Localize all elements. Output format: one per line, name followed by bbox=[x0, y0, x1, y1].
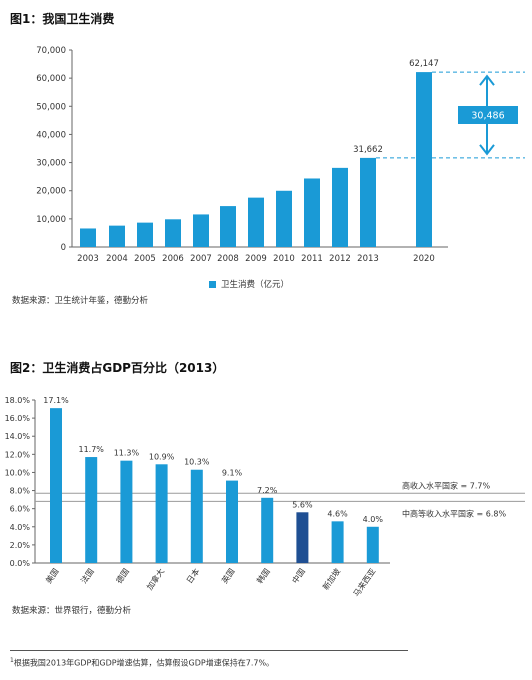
value-label-法国: 11.7% bbox=[78, 445, 104, 454]
value-label-英国: 9.1% bbox=[222, 469, 243, 478]
value-label-新加坡: 4.6% bbox=[327, 509, 348, 518]
y-tick-label: 10.0% bbox=[5, 468, 31, 477]
x-tick-label: 美国 bbox=[43, 566, 60, 585]
legend-label: 卫生消费（亿元） bbox=[221, 280, 290, 290]
y-tick-label: 50,000 bbox=[36, 102, 66, 112]
x-tick-label: 2011 bbox=[301, 254, 323, 264]
difference-arrow-up bbox=[479, 74, 495, 86]
x-tick-label: 2004 bbox=[106, 254, 128, 264]
y-tick-label: 0 bbox=[61, 243, 66, 253]
bar-2007 bbox=[193, 214, 209, 247]
data-label-2020: 62,147 bbox=[409, 59, 439, 69]
x-tick-label: 2020 bbox=[413, 254, 435, 264]
y-tick-label: 10,000 bbox=[36, 215, 66, 225]
value-label-德国: 11.3% bbox=[114, 449, 140, 458]
bar-加拿大 bbox=[155, 464, 168, 563]
x-tick-label: 2005 bbox=[134, 254, 156, 264]
x-tick-label: 韩国 bbox=[254, 566, 271, 585]
bar-2012 bbox=[332, 167, 348, 247]
y-tick-label: 12.0% bbox=[5, 450, 31, 459]
chart-health-consumption: 0 10,000 20,000 30,000 40,000 50,000 60,000 70,… bbox=[36, 46, 525, 264]
x-tick-label: 2009 bbox=[245, 254, 267, 264]
y-tick-label: 40,000 bbox=[36, 130, 66, 140]
y-tick-label: 30,000 bbox=[36, 159, 66, 169]
x-tick-label: 2010 bbox=[273, 254, 295, 264]
x-tick-label: 2012 bbox=[329, 254, 351, 264]
data-label-2013: 31,662 bbox=[353, 145, 383, 155]
bar-2010 bbox=[276, 190, 292, 247]
bar-2004 bbox=[109, 225, 125, 247]
chart-health-gdp-share: 0.0% 2.0% 4.0% 6.0% 8.0% 10.0% 12.0% 14.0% 16.0%… bbox=[5, 396, 525, 598]
figure1-source: 数据来源：卫生统计年鉴，德勤分析 bbox=[12, 296, 149, 306]
value-label-马来西亚: 4.0% bbox=[363, 515, 384, 524]
bar-英国 bbox=[226, 480, 238, 563]
x-tick-label: 2007 bbox=[190, 254, 212, 264]
bar-2009 bbox=[248, 197, 264, 247]
difference-label-box bbox=[458, 105, 518, 124]
value-label-加拿大: 10.9% bbox=[149, 452, 175, 461]
bar-新加坡 bbox=[331, 521, 344, 563]
bar-2005 bbox=[137, 222, 153, 247]
x-tick-label: 2006 bbox=[162, 254, 184, 264]
value-label-日本: 10.3% bbox=[184, 458, 210, 467]
bar-日本 bbox=[190, 469, 203, 563]
value-label-韩国: 7.2% bbox=[257, 486, 278, 495]
x-tick-label: 新加坡 bbox=[320, 566, 342, 591]
footnote-divider bbox=[10, 650, 408, 651]
bar-2003 bbox=[80, 228, 96, 247]
bar-马来西亚 bbox=[366, 526, 379, 563]
y-tick-label: 60,000 bbox=[36, 74, 66, 84]
x-tick-label: 2013 bbox=[357, 254, 379, 264]
difference-label: 30,486 bbox=[471, 110, 504, 121]
y-tick-label: 4.0% bbox=[10, 523, 31, 532]
bar-2013 bbox=[360, 157, 376, 247]
x-tick-label: 德国 bbox=[114, 566, 131, 585]
value-label-美国: 17.1% bbox=[43, 396, 69, 405]
y-tick-label: 16.0% bbox=[5, 414, 31, 423]
figure2-title: 图2：卫生消费占GDP百分比（2013） bbox=[10, 361, 225, 375]
bar-韩国 bbox=[261, 497, 274, 563]
y-tick-label: 8.0% bbox=[10, 487, 31, 496]
bar-法国 bbox=[85, 457, 98, 563]
bar-2006 bbox=[165, 219, 181, 247]
bar-2008 bbox=[220, 206, 236, 247]
reference-line-label-0: 高收入水平国家 = 7.7% bbox=[402, 480, 491, 490]
bar-德国 bbox=[120, 460, 133, 563]
y-tick-label: 18.0% bbox=[5, 396, 31, 405]
y-tick-label: 70,000 bbox=[36, 46, 66, 56]
x-tick-label: 加拿大 bbox=[144, 566, 166, 591]
bar-美国 bbox=[50, 408, 62, 563]
y-tick-label: 0.0% bbox=[10, 559, 31, 568]
footnote-text: 根据我国2013年GDP和GDP增速估算，估算假设GDP增速保持在7.7%。 bbox=[13, 658, 275, 668]
x-tick-label: 法国 bbox=[78, 566, 95, 585]
difference-arrow-down bbox=[479, 144, 495, 156]
y-tick-label: 2.0% bbox=[10, 541, 31, 550]
x-tick-label: 日本 bbox=[184, 566, 201, 585]
footnote-mark: 1 bbox=[10, 657, 14, 664]
bar-2020 bbox=[416, 72, 432, 247]
legend-swatch bbox=[209, 280, 216, 288]
y-tick-label: 14.0% bbox=[5, 432, 31, 441]
value-label-中国: 5.6% bbox=[292, 500, 313, 509]
footnote: 1根据我国2013年GDP和GDP增速估算，估算假设GDP增速保持在7.7%。 bbox=[10, 657, 274, 669]
figure2-source: 数据来源：世界银行，德勤分析 bbox=[12, 606, 132, 616]
x-tick-label: 英国 bbox=[219, 566, 236, 585]
x-tick-label: 2008 bbox=[217, 254, 239, 264]
y-tick-label: 20,000 bbox=[36, 187, 66, 197]
reference-line-label-1: 中高等收入水平国家 = 6.8% bbox=[402, 508, 507, 518]
y-tick-label: 6.0% bbox=[10, 505, 31, 514]
x-tick-label: 2003 bbox=[77, 254, 99, 264]
x-tick-label: 马来西亚 bbox=[352, 567, 378, 598]
chart1-legend: 卫生消费（亿元） bbox=[209, 278, 289, 290]
bar-中国 bbox=[296, 512, 309, 563]
x-tick-label: 中国 bbox=[290, 566, 307, 585]
bar-2011 bbox=[304, 178, 320, 247]
figure1-title: 图1：我国卫生消费 bbox=[10, 12, 115, 26]
